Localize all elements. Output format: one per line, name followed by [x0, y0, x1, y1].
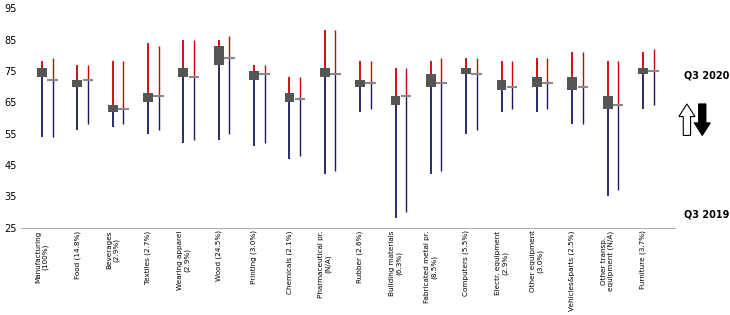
- Bar: [143, 93, 153, 102]
- Bar: [356, 80, 365, 87]
- Bar: [426, 74, 436, 87]
- Bar: [603, 96, 612, 108]
- Bar: [532, 77, 542, 87]
- Bar: [391, 96, 401, 106]
- Bar: [496, 80, 507, 90]
- Bar: [249, 71, 259, 80]
- Bar: [567, 77, 577, 90]
- Bar: [72, 80, 82, 87]
- Bar: [638, 68, 648, 74]
- Bar: [37, 68, 47, 77]
- Bar: [214, 46, 223, 65]
- Bar: [285, 93, 294, 102]
- Bar: [108, 106, 118, 112]
- Bar: [320, 68, 330, 77]
- Text: Q3 2019: Q3 2019: [684, 209, 729, 219]
- Text: Q3 2020: Q3 2020: [684, 71, 729, 81]
- Bar: [178, 68, 188, 77]
- Bar: [461, 68, 471, 74]
